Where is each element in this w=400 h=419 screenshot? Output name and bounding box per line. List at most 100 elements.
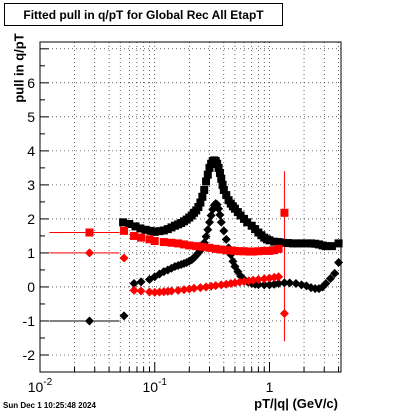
data-point-square [120,226,129,235]
data-point-diamond [144,287,154,297]
data-point-square [270,246,279,255]
data-point-diamond [259,274,269,284]
data-point-square [302,239,311,248]
data-point-square [244,247,253,256]
data-point-square [278,238,287,247]
data-point-square [321,242,330,251]
data-point-diamond [259,280,269,290]
data-point-square [265,236,274,245]
data-point-square [334,239,343,248]
x-tick-label: 10-1 [143,377,168,395]
data-point-square [217,174,226,183]
data-point-diamond [136,277,146,287]
data-point-diamond [253,274,263,284]
data-point-square [125,220,134,229]
data-point-diamond [279,278,289,288]
data-point-diamond [274,279,284,289]
x-tick-label: 1 [266,379,274,395]
y-tick-label: -2 [23,347,36,363]
data-point-diamond [219,226,229,236]
data-point-square [235,247,244,256]
data-point-square [202,177,211,186]
data-point-diamond [119,253,129,263]
data-point-diamond [216,217,226,227]
data-point-square [215,168,224,177]
data-point-square [198,192,207,201]
x-axis-label: pT/|q| (GeV/c) [254,396,338,411]
data-point-diamond [206,211,216,221]
data-point-diamond [321,279,331,289]
y-tick-label: 3 [27,177,35,193]
data-point-diamond [274,272,284,282]
chart-title-box: Fitted pull in q/pT for Global Rec All E… [4,3,283,26]
data-point-square [222,246,231,255]
data-point-square [217,245,226,254]
y-axis-label: pull in q/pT [11,33,27,103]
data-point-square [145,235,154,244]
data-point-diamond [189,253,199,263]
data-point-diamond [325,273,335,283]
data-point-square [200,185,209,194]
data-point-square [260,246,269,255]
data-point-square [222,191,231,200]
data-point-square [85,228,94,237]
data-point-diamond [248,275,258,285]
y-tick-label: 6 [27,75,35,91]
data-point-square [196,198,205,207]
data-point-diamond [204,217,214,227]
data-point-square [327,242,336,251]
data-point-square [146,226,155,235]
data-point-diamond [136,286,146,296]
data-point-square [297,239,306,248]
y-tick-label: 2 [27,211,35,227]
data-point-diamond [129,279,139,289]
data-point-square [288,239,297,248]
data-point-square [226,246,235,255]
data-point-diamond [214,204,224,214]
data-point-square [180,240,189,249]
data-point-square [119,218,128,227]
data-point-square [167,238,176,247]
data-point-square [194,203,203,211]
data-point-square [136,224,145,233]
data-point-square [249,247,258,256]
y-tick-label: 5 [27,109,35,125]
data-point-square [159,238,168,247]
data-point-square [240,247,249,256]
data-point-square [230,246,239,255]
data-point-diamond [119,311,129,321]
data-point-square [130,231,139,240]
y-tick-label: -1 [23,313,36,329]
data-point-square [213,159,222,168]
data-point-diamond [330,268,340,278]
data-point-square [280,208,289,217]
data-point-square [243,218,252,227]
y-tick-label: 1 [27,245,35,261]
data-point-square [185,241,194,250]
data-point-square [270,237,279,246]
data-point-diamond [129,285,139,295]
data-point-diamond [285,278,295,288]
plot-frame [39,41,342,373]
data-point-square [137,233,146,242]
data-point-diamond [84,316,94,326]
data-point-square [219,185,228,194]
data-point-square [150,237,159,246]
data-point-square [131,222,140,231]
data-point-diamond [211,281,221,291]
data-point-diamond [195,283,205,293]
data-point-square [274,244,283,253]
data-point-diamond [221,234,231,244]
date-stamp: Sun Dec 1 10:25:48 2024 [3,401,96,410]
data-point-square [150,227,159,236]
data-point-diamond [173,285,183,295]
data-point-diamond [203,225,213,235]
data-point-square [203,170,212,179]
data-point-square [141,225,150,234]
data-point-diamond [167,286,177,296]
data-point-square [293,239,302,248]
data-point-diamond [84,248,94,258]
y-tick-label: 0 [27,279,35,295]
